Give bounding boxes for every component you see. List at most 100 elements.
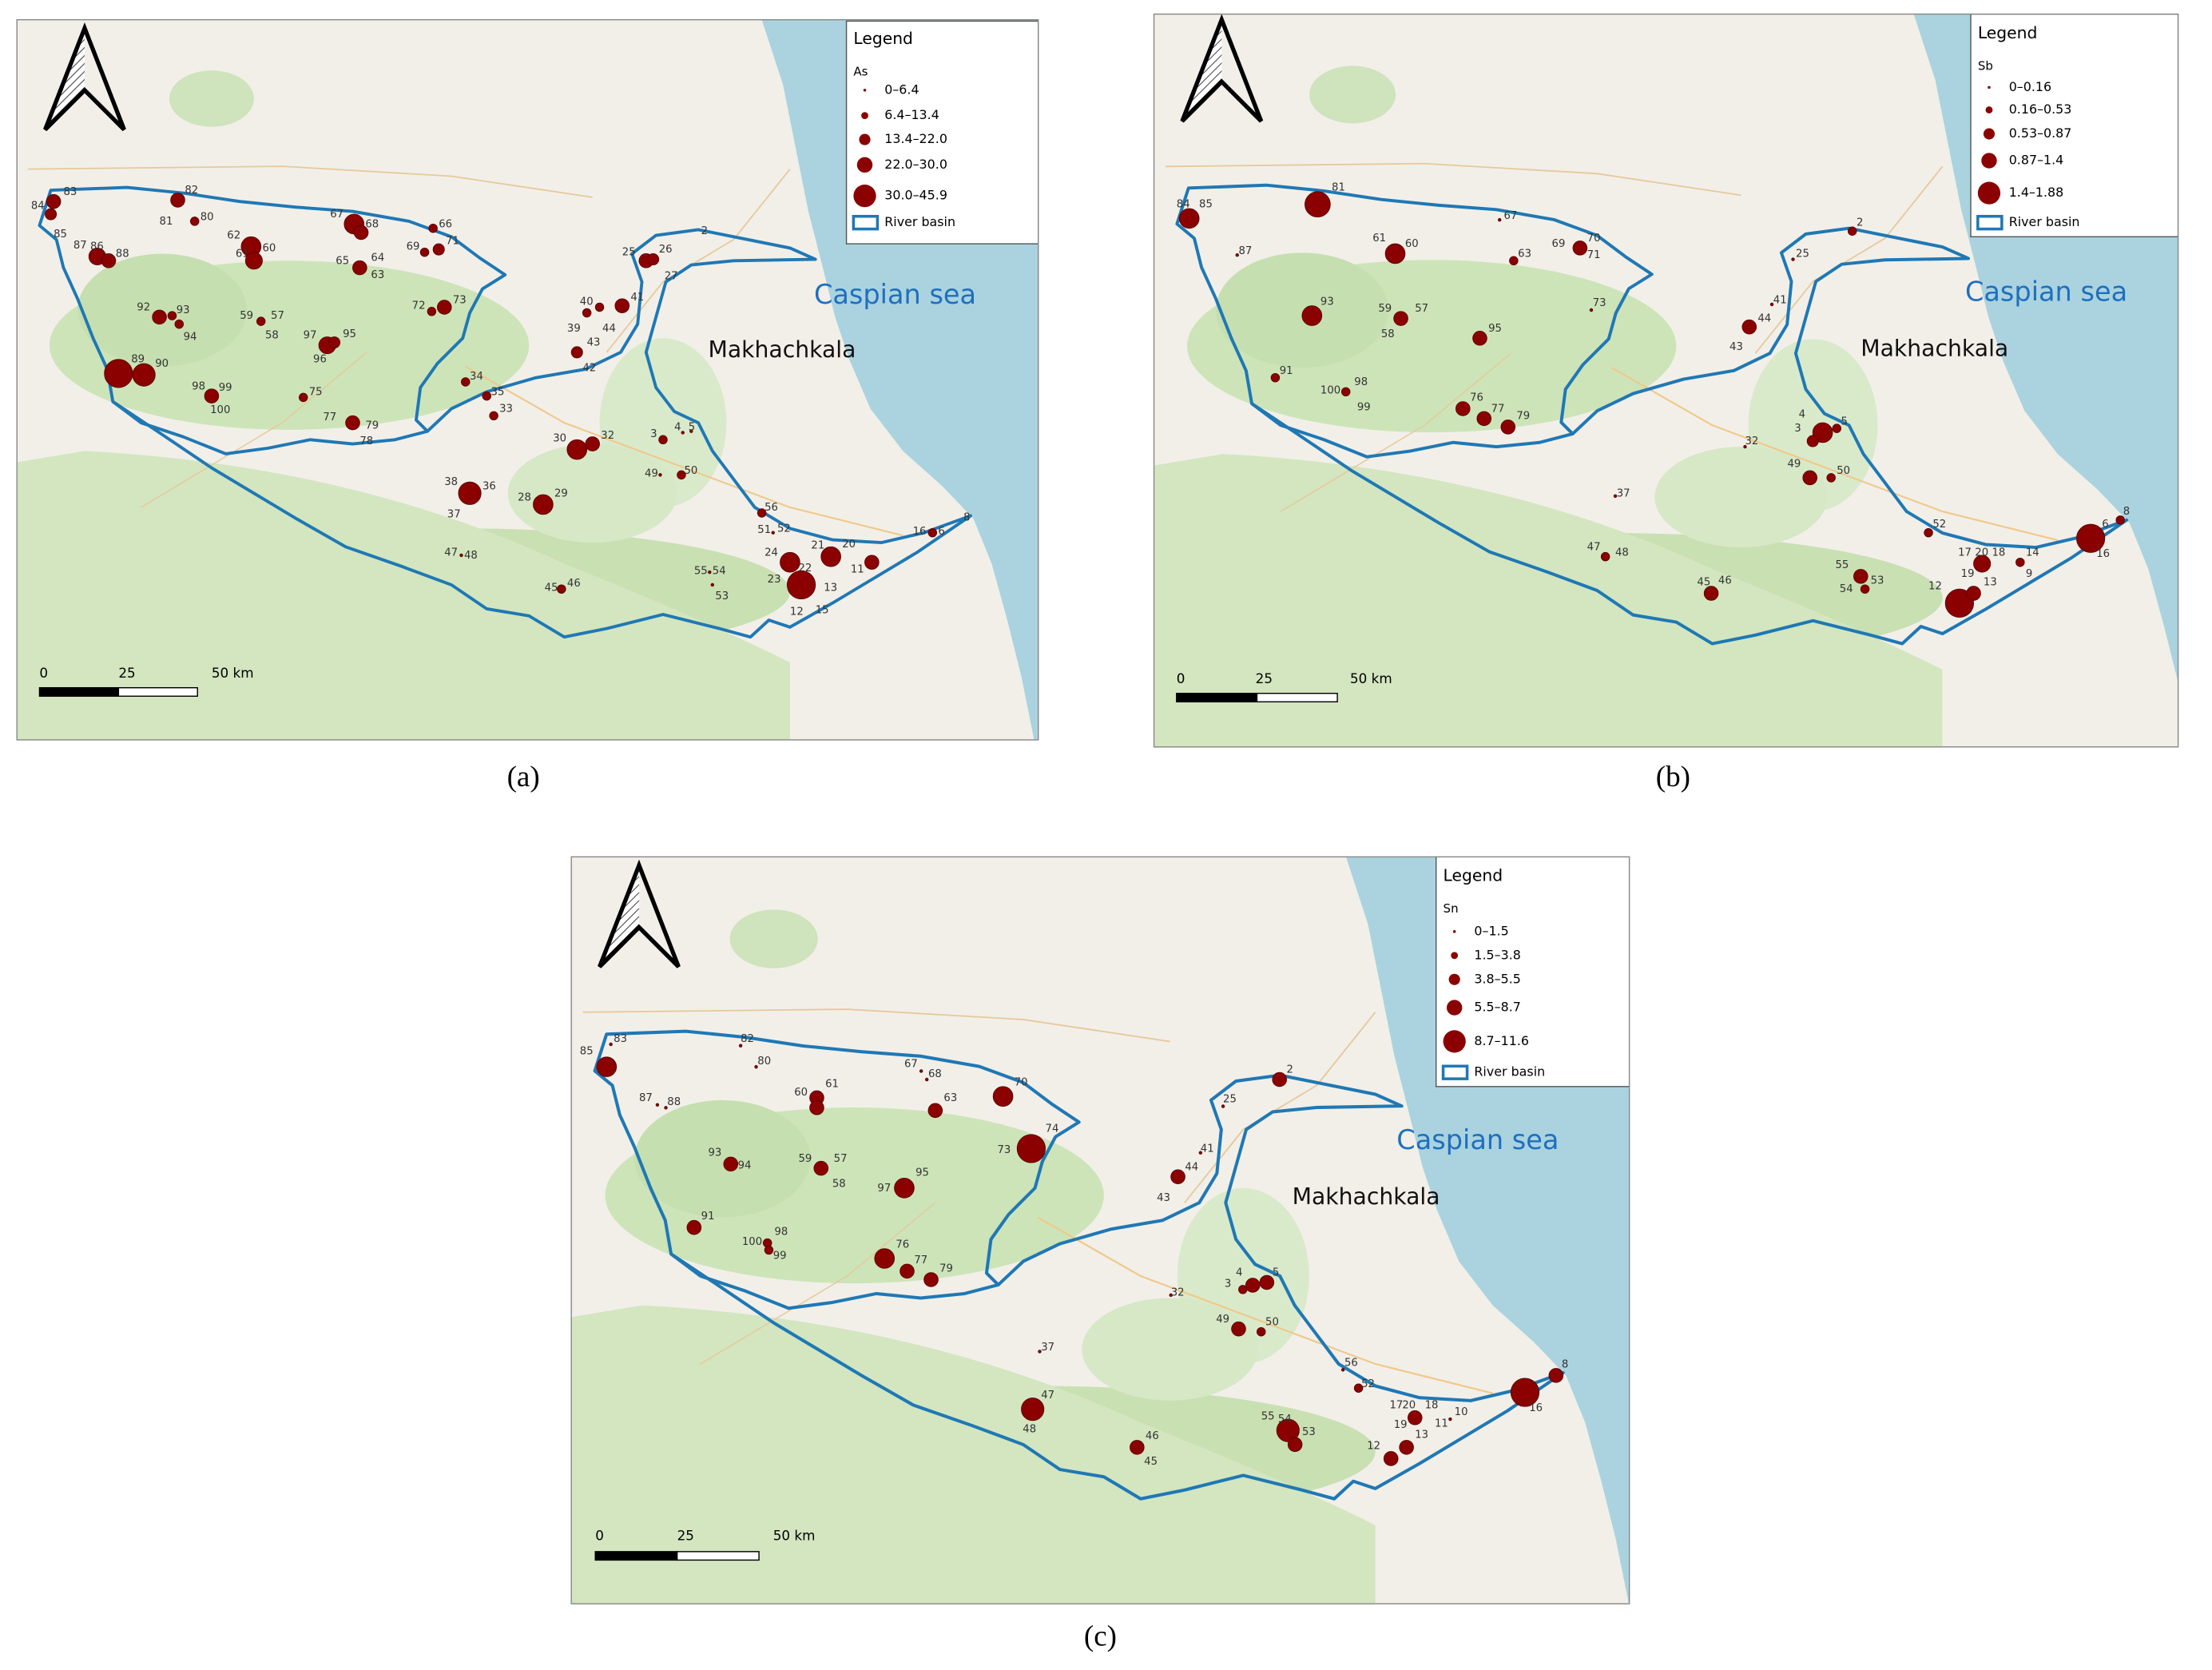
sample-label: 39: [567, 323, 581, 335]
sample-label: 95: [343, 328, 356, 340]
sample-point: [1973, 555, 1992, 573]
sample-point: [1235, 253, 1239, 257]
sample-point: [2076, 523, 2106, 553]
sample-label: 47: [444, 547, 458, 559]
sample-label: 12: [1367, 1441, 1380, 1453]
sample-point: [1769, 302, 1774, 307]
sample-label: 4: [674, 421, 681, 433]
legend-basin: River basin: [2009, 214, 2080, 229]
sample-label: 84: [31, 201, 45, 213]
legend-symbol: [861, 112, 868, 120]
sample-label: 55: [694, 565, 708, 577]
sample-label: 98: [1354, 376, 1368, 388]
sample-label: 41: [1773, 295, 1787, 307]
sample-label: 2: [1857, 217, 1863, 229]
sample-point: [689, 429, 693, 433]
sample-label: 27: [665, 271, 678, 283]
legend-class: 0–0.16: [2009, 79, 2051, 94]
sample-label: 59: [240, 310, 253, 322]
sample-label: 48: [1615, 547, 1629, 559]
sample-point: [204, 388, 220, 404]
sample-point: [686, 1219, 702, 1235]
sample-label: 53: [1302, 1426, 1316, 1438]
sample-label: 48: [1023, 1423, 1036, 1435]
sample-label: 52: [1361, 1378, 1375, 1390]
sample-label: 100: [1320, 385, 1340, 397]
sample-point: [780, 551, 800, 573]
sample-label: 82: [185, 185, 198, 197]
sample-point: [489, 411, 498, 421]
sample-point: [820, 546, 841, 567]
sample-point: [419, 247, 430, 257]
sample-label: 95: [1488, 323, 1502, 335]
sample-point: [132, 363, 156, 387]
sample-point: [1270, 372, 1281, 383]
sample-label: 25: [1223, 1094, 1237, 1106]
scale-label: 0: [39, 665, 48, 681]
legend-class: 0.87–1.4: [2009, 153, 2064, 168]
sample-point: [482, 391, 491, 401]
sample-point: [894, 1178, 915, 1199]
sample-point: [2115, 515, 2125, 525]
legend-title: Legend: [1978, 23, 2038, 42]
sample-point: [1021, 1398, 1045, 1421]
sample-label: 8: [2123, 506, 2130, 518]
sample-label: 81: [160, 216, 173, 228]
sample-label: 18: [1425, 1399, 1439, 1411]
sample-label: 88: [116, 248, 129, 260]
sample-point: [170, 193, 185, 208]
sample-label: 57: [834, 1153, 848, 1165]
sample-label: 45: [545, 582, 558, 594]
sample-point: [874, 1248, 896, 1269]
sample-point: [614, 298, 630, 313]
sample-label: 92: [137, 301, 150, 313]
sample-label: 70: [1587, 233, 1601, 245]
sample-point: [757, 508, 767, 518]
sample-label: 8: [963, 511, 970, 523]
sample-label: 24: [764, 547, 778, 559]
sample-label: 64: [371, 252, 384, 264]
sample-point: [328, 336, 341, 349]
sample-label: 99: [219, 382, 232, 394]
scale-bar-black: [38, 686, 120, 697]
sample-label: 48: [464, 550, 478, 562]
sample-label: 80: [757, 1056, 771, 1068]
sample-label: 46: [567, 578, 581, 590]
sample-label: 100: [210, 404, 230, 416]
sample-point: [1476, 411, 1492, 427]
scale-label: 50 km: [1350, 670, 1392, 686]
scale-label: 25: [677, 1527, 694, 1543]
sample-point: [1500, 419, 1516, 435]
sample-label: 74: [1046, 1123, 1059, 1135]
sample-label: 32: [601, 430, 614, 442]
scale-bar-white: [1256, 693, 1338, 703]
sample-label: 3: [650, 428, 657, 440]
sample-label: 58: [265, 330, 279, 342]
sample-point: [1802, 470, 1817, 486]
sample-point: [1826, 473, 1836, 483]
sample-point: [1276, 1418, 1300, 1442]
sample-label: 3: [1794, 423, 1801, 435]
legend-class: 0.53–0.87: [2009, 125, 2072, 141]
sample-point: [352, 260, 367, 276]
sample-point: [459, 553, 463, 558]
sample-label: 44: [1757, 313, 1771, 325]
sample-label: 76: [1470, 392, 1483, 404]
sample-label: 12: [790, 606, 804, 618]
sample-label: 13: [1415, 1429, 1428, 1441]
sample-point: [174, 319, 185, 329]
sample-point: [1245, 1278, 1261, 1293]
sample-point: [754, 1064, 758, 1069]
sample-label: 36: [483, 480, 496, 492]
sample-label: 29: [554, 487, 568, 499]
sample-label: 19: [1961, 568, 1975, 580]
sample-label: 47: [1587, 541, 1601, 553]
sample-point: [1703, 586, 1719, 601]
sample-point: [1613, 494, 1618, 499]
sample-point: [809, 1100, 824, 1115]
legend-symbol: [856, 157, 873, 173]
sample-label: 3: [1225, 1278, 1231, 1290]
sample-label: 49: [1787, 458, 1801, 470]
